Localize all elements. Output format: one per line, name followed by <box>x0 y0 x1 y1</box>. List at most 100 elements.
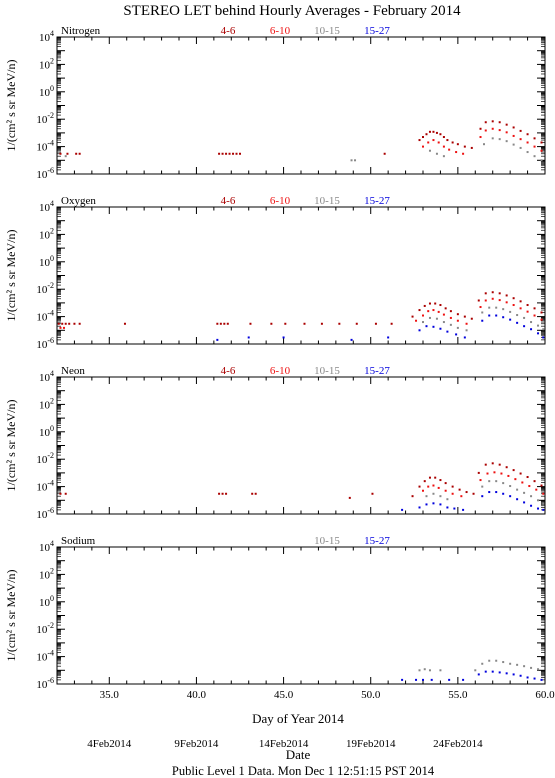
data-point <box>540 141 543 144</box>
data-point <box>221 492 224 495</box>
date-axis-label: Date <box>286 747 311 762</box>
data-point <box>540 318 543 321</box>
panel-neon: 10-6 10-4 10-2 100 102 104 1/(cm² s sr MeV/n) N… <box>4 365 546 521</box>
data-point <box>451 485 454 488</box>
data-point <box>512 126 515 129</box>
data-point <box>451 141 454 144</box>
x-tick-label: 55.0 <box>448 689 468 701</box>
figure-title: STEREO LET behind Hourly Averages - Febr… <box>123 3 461 19</box>
data-point <box>59 492 62 495</box>
legend-entry: 10-15 <box>314 195 340 207</box>
date-tick-label: 4Feb2014 <box>87 738 132 750</box>
data-point <box>526 133 529 136</box>
data-point <box>533 480 536 483</box>
y-tick-label: 10-2 <box>36 451 54 466</box>
data-point <box>530 504 533 507</box>
data-point <box>216 322 219 325</box>
data-point <box>374 322 377 325</box>
series-15-27 <box>401 491 545 511</box>
panel-oxygen: 10-6 10-4 10-2 100 102 104 1/(cm² s sr MeV/n) O… <box>4 195 546 351</box>
data-point <box>425 503 428 506</box>
data-point <box>453 507 456 510</box>
data-point <box>462 508 465 511</box>
data-point <box>479 127 482 130</box>
data-point <box>320 322 323 325</box>
data-point <box>427 141 430 144</box>
data-point <box>415 678 418 681</box>
data-point <box>350 159 353 162</box>
data-point <box>422 321 424 324</box>
data-point <box>495 306 498 309</box>
data-point <box>505 123 508 126</box>
data-point <box>68 322 71 325</box>
data-point <box>505 131 508 134</box>
y-tick-label: 100 <box>39 254 54 269</box>
data-point <box>249 322 252 325</box>
panels-group: 10-6 10-4 10-2 100 102 104 1/(cm² s sr MeV/n) N… <box>4 25 555 701</box>
data-point <box>477 471 480 474</box>
series-6-10 <box>59 297 543 329</box>
data-point <box>64 155 67 158</box>
data-point <box>521 481 524 484</box>
data-point <box>516 488 519 491</box>
data-point <box>495 314 498 317</box>
data-point <box>225 492 228 495</box>
legend-entry: 6-10 <box>270 365 291 377</box>
data-point <box>448 148 451 151</box>
data-point <box>481 319 484 322</box>
panel-sodium: 10-6 10-4 10-2 100 102 104 1/(cm² s sr MeV/n) S… <box>4 535 555 701</box>
y-axis-label: 1/(cm² s sr MeV/n) <box>4 60 18 152</box>
data-point <box>428 316 431 319</box>
data-point <box>542 508 545 511</box>
data-point <box>219 322 222 325</box>
data-point <box>64 492 67 495</box>
data-point <box>66 152 69 155</box>
series-4-6 <box>57 291 543 325</box>
y-tick-label: 10-4 <box>36 649 54 664</box>
data-point <box>428 302 431 305</box>
legend-entry: 4-6 <box>221 195 236 207</box>
data-point <box>484 463 487 466</box>
data-point <box>484 292 487 295</box>
data-point <box>500 472 503 475</box>
data-point <box>435 152 438 155</box>
data-point <box>533 314 536 317</box>
data-point <box>484 670 487 673</box>
legend-entry: 10-15 <box>314 535 340 547</box>
data-point <box>542 328 545 331</box>
data-point <box>505 466 508 469</box>
data-point <box>484 121 487 124</box>
y-tick-label: 104 <box>39 199 54 214</box>
x-axis-label: Day of Year 2014 <box>252 711 344 726</box>
y-tick-label: 100 <box>39 424 54 439</box>
data-point <box>428 130 431 133</box>
series-4-6 <box>59 462 543 499</box>
data-point <box>530 495 533 498</box>
data-point <box>442 321 445 324</box>
data-point <box>533 137 536 140</box>
data-point <box>530 328 533 331</box>
data-point <box>411 315 414 318</box>
data-point <box>488 659 491 662</box>
data-point <box>348 496 351 499</box>
data-point <box>62 326 65 329</box>
data-point <box>470 146 473 149</box>
data-point <box>463 145 466 148</box>
x-tick-label: 45.0 <box>274 689 294 701</box>
data-point <box>528 485 531 488</box>
data-point <box>73 322 76 325</box>
data-point <box>462 152 465 155</box>
data-point <box>519 138 522 141</box>
legend-entry: 4-6 <box>221 365 236 377</box>
y-tick-label: 102 <box>39 56 54 71</box>
legend-entry: 6-10 <box>270 25 291 37</box>
data-point <box>483 143 485 146</box>
data-point <box>437 486 440 489</box>
data-point <box>491 137 494 140</box>
data-point <box>516 314 519 317</box>
y-tick-label: 10-2 <box>36 111 54 126</box>
data-point <box>422 145 424 148</box>
data-point <box>432 484 435 487</box>
data-point <box>422 314 424 317</box>
series-4-6 <box>59 120 543 155</box>
